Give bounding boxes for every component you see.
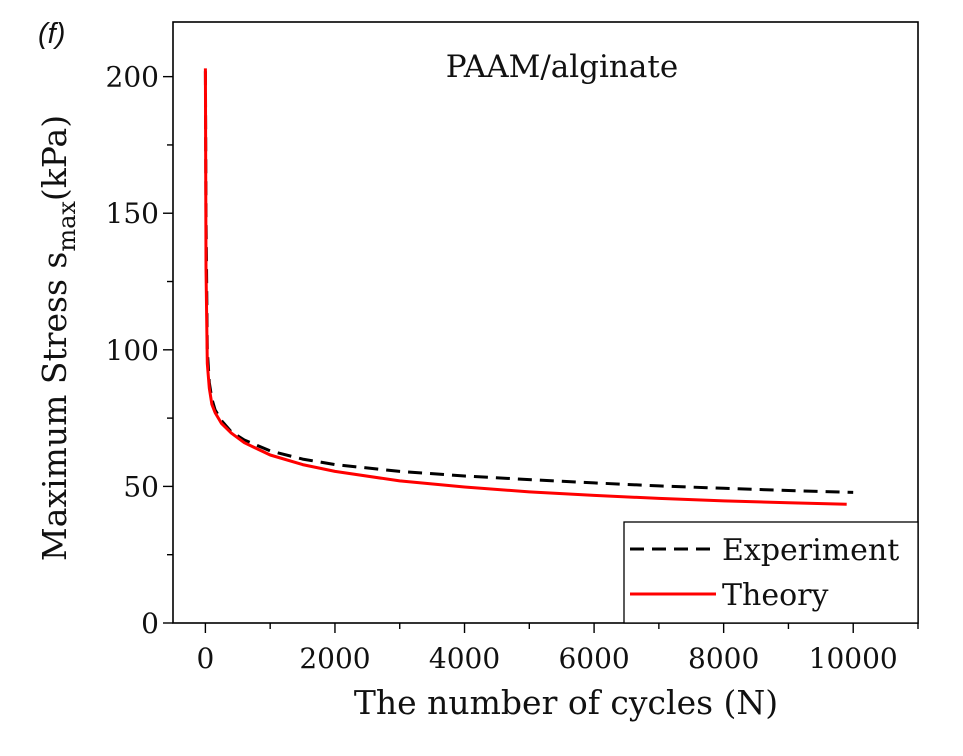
plot-frame [172,21,919,624]
y-axis-title: Maximum Stress smax(kPa) [35,115,81,561]
x-tick-label: 8000 [688,642,759,675]
y-axis-ticks: 0 50 100 150 200 [106,61,173,640]
series-layer [203,68,854,506]
x-tick-label: 0 [196,642,214,675]
y-tick-label: 50 [123,470,159,503]
x-tick-label: 4000 [429,642,500,675]
legend-label-experiment: Experiment [722,533,899,568]
x-tick-label: 2000 [299,642,370,675]
x-tick-label: 6000 [558,642,629,675]
y-tick-label: 150 [106,197,159,230]
panel-label: (f) [38,18,65,50]
series-line-theory [203,68,847,506]
y-tick-label: 0 [141,607,159,640]
y-tick-label: 100 [106,334,159,367]
x-axis-ticks: 0 2000 4000 6000 8000 10000 [196,623,919,675]
plot-border [172,21,919,624]
y-axis-title-main: Maximum Stress s [35,252,74,561]
chart-annotation: PAAM/alginate [446,49,678,85]
x-tick-label: 10000 [809,642,898,675]
y-axis-title-subscript: max [53,201,81,252]
y-axis-title-unit: (kPa) [35,115,74,201]
legend-label-theory: Theory [722,578,828,613]
y-tick-label: 200 [106,61,159,94]
legend: Experiment Theory [623,521,919,624]
legend-box [623,521,919,624]
x-axis-title: The number of cycles (N) [354,683,778,722]
series-line-experiment [203,71,854,494]
